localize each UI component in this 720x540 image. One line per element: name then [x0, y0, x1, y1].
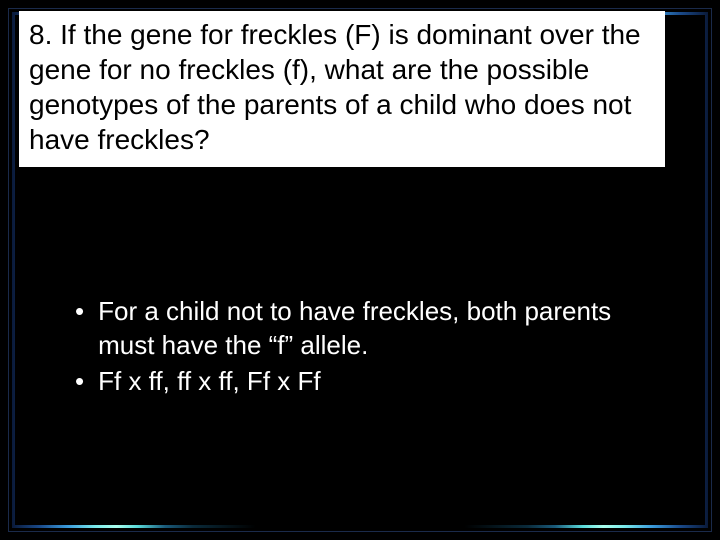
slide-panel: 8. If the gene for freckles (F) is domin… [15, 15, 705, 525]
answer-area: • For a child not to have freckles, both… [75, 295, 655, 400]
bullet-icon: • [75, 365, 84, 399]
question-box: 8. If the gene for freckles (F) is domin… [19, 11, 665, 167]
bullet-text: For a child not to have freckles, both p… [98, 295, 655, 363]
question-text: 8. If the gene for freckles (F) is domin… [29, 17, 655, 157]
list-item: • Ff x ff, ff x ff, Ff x Ff [75, 365, 655, 399]
bullet-icon: • [75, 295, 84, 329]
gradient-frame: 8. If the gene for freckles (F) is domin… [12, 12, 708, 528]
bullet-text: Ff x ff, ff x ff, Ff x Ff [98, 365, 321, 399]
list-item: • For a child not to have freckles, both… [75, 295, 655, 363]
